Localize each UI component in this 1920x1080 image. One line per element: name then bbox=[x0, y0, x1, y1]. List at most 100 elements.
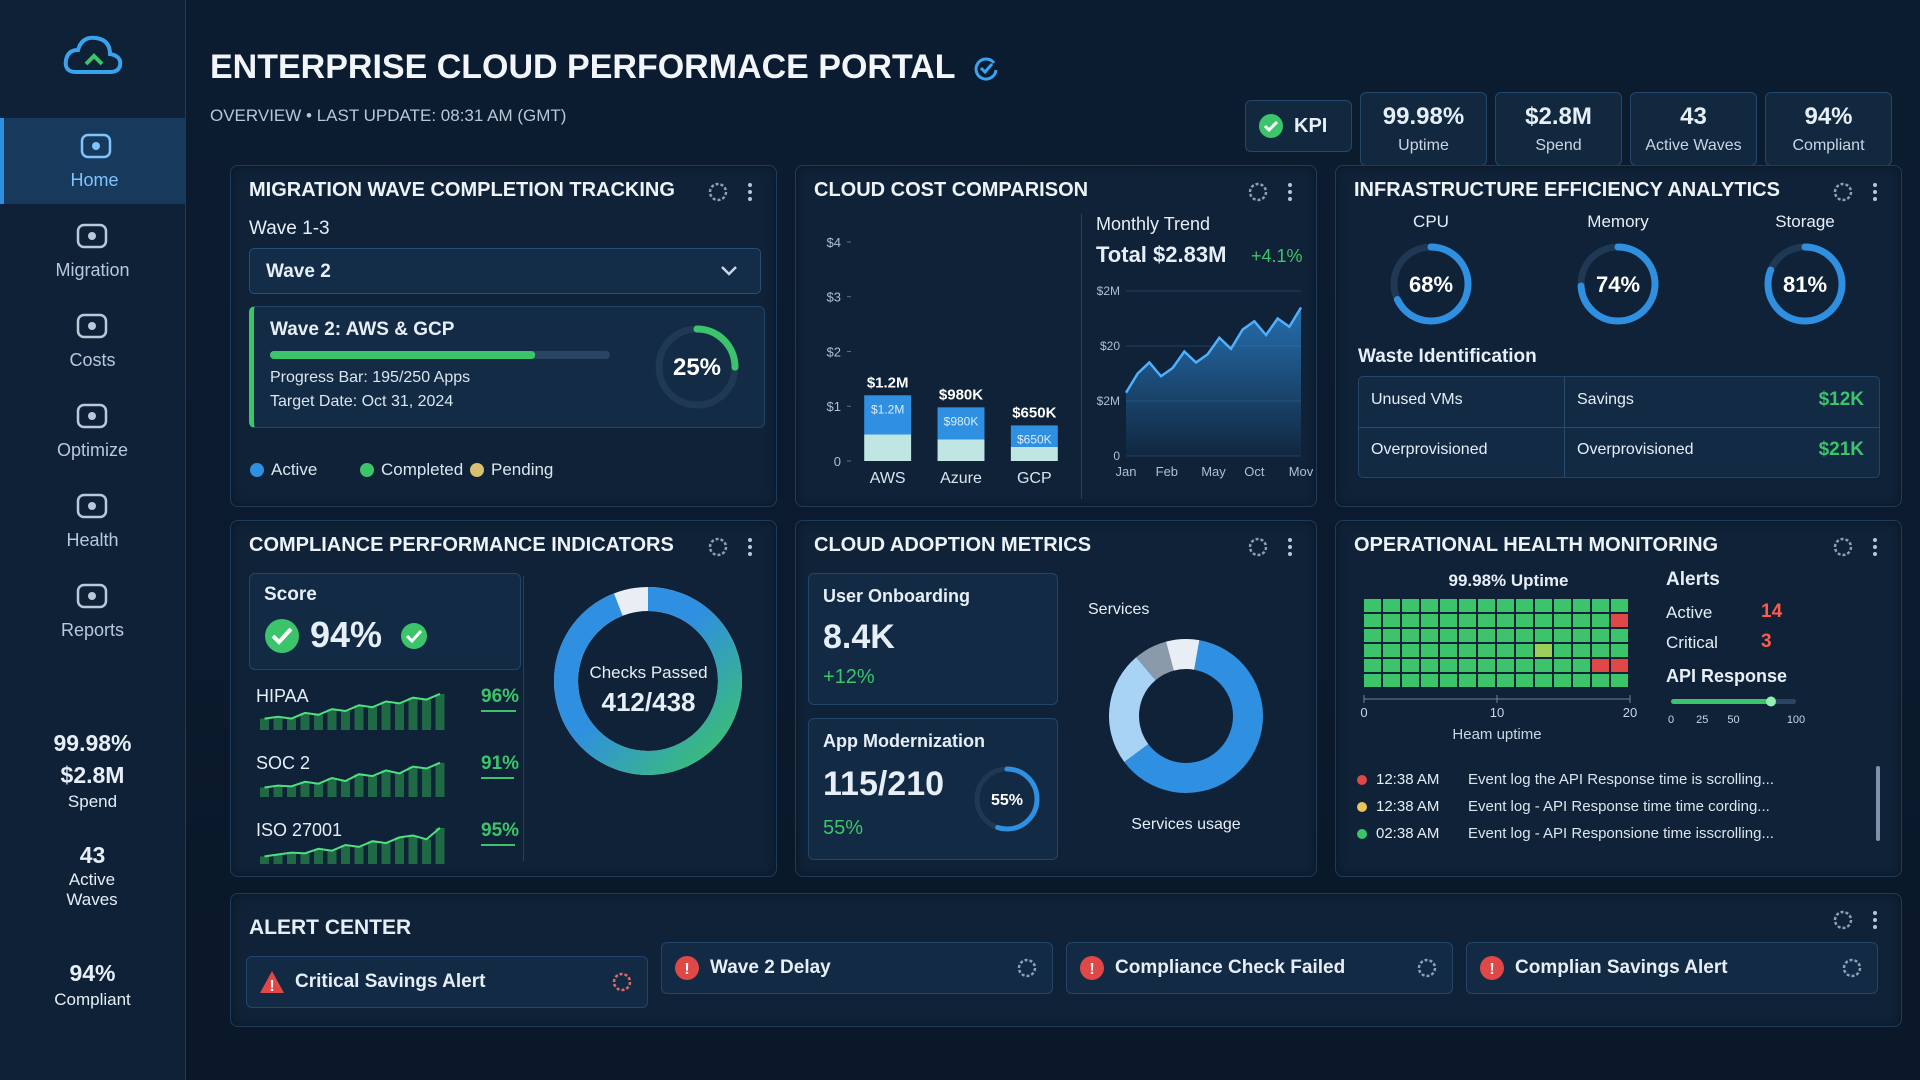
settings-icon[interactable] bbox=[1833, 182, 1853, 202]
spark-bar bbox=[354, 774, 364, 797]
menu-dot[interactable] bbox=[1288, 538, 1292, 542]
settings-icon[interactable] bbox=[1248, 182, 1268, 202]
menu-dot[interactable] bbox=[748, 197, 752, 201]
spark-line bbox=[264, 761, 441, 789]
alert-card[interactable]: ! Complian Savings Alert bbox=[1466, 942, 1878, 994]
heatmap-cell bbox=[1383, 629, 1400, 642]
heatmap-cell bbox=[1573, 674, 1590, 687]
metric-label: App Modernization bbox=[823, 731, 985, 751]
settings-icon[interactable] bbox=[612, 972, 632, 992]
menu-dot[interactable] bbox=[1873, 911, 1877, 915]
waste-amount: $12K bbox=[1818, 389, 1864, 410]
nav-item[interactable]: Migration bbox=[0, 208, 185, 294]
completion-label: 25% bbox=[673, 354, 721, 381]
spark-bar bbox=[287, 852, 296, 864]
logo bbox=[63, 35, 123, 74]
heatmap-cell bbox=[1383, 599, 1400, 612]
nav-item[interactable]: Optimize bbox=[0, 388, 185, 474]
nav-item[interactable]: Health bbox=[0, 478, 185, 564]
settings-icon[interactable] bbox=[1833, 910, 1853, 930]
bar-inner-label: $980K bbox=[944, 414, 979, 428]
gauge-label: 74% bbox=[1596, 272, 1640, 297]
heatmap-cell bbox=[1554, 659, 1571, 672]
nav-item[interactable]: Reports bbox=[0, 568, 185, 654]
kpi-value: 94% bbox=[1804, 103, 1853, 130]
wave-dropdown[interactable]: Wave 2 bbox=[249, 248, 761, 294]
settings-icon[interactable] bbox=[1248, 537, 1268, 557]
menu-dot[interactable] bbox=[1288, 197, 1292, 201]
spark-bar bbox=[422, 839, 431, 864]
checks-label: Checks Passed bbox=[589, 663, 708, 682]
panel-title: CLOUD ADOPTION METRICS bbox=[814, 534, 1092, 556]
menu-dot[interactable] bbox=[1288, 545, 1292, 549]
progress-label: Progress Bar: 195/250 Apps bbox=[270, 369, 471, 386]
kpi-badge[interactable]: KPI bbox=[1245, 100, 1352, 152]
menu-dot[interactable] bbox=[1873, 197, 1877, 201]
menu-dot[interactable] bbox=[748, 183, 752, 187]
nav-icon bbox=[76, 403, 108, 429]
menu-dot[interactable] bbox=[1288, 183, 1292, 187]
settings-icon[interactable] bbox=[1417, 958, 1437, 978]
menu-dot[interactable] bbox=[1873, 918, 1877, 922]
spark-bar bbox=[368, 841, 377, 864]
menu-dot[interactable] bbox=[748, 545, 752, 549]
spark-bar bbox=[381, 843, 391, 864]
settings-icon[interactable] bbox=[1017, 958, 1037, 978]
adoption-panel: CLOUD ADOPTION METRICS User Onboarding 8.4… bbox=[795, 520, 1317, 877]
heatmap-cell bbox=[1478, 614, 1495, 627]
spark-bar bbox=[408, 835, 418, 864]
heatmap-cell bbox=[1421, 659, 1438, 672]
event-text: Event log the API Response time is scrol… bbox=[1468, 771, 1774, 788]
heatmap-cell bbox=[1364, 629, 1381, 642]
legend-swatch bbox=[360, 463, 374, 477]
divider bbox=[1081, 214, 1082, 499]
settings-icon[interactable] bbox=[708, 182, 728, 202]
alert-card[interactable]: ! Compliance Check Failed bbox=[1066, 942, 1453, 994]
heatmap-cell bbox=[1383, 674, 1400, 687]
menu-dot[interactable] bbox=[1873, 183, 1877, 187]
y-tick-label: $2 bbox=[827, 344, 841, 359]
kpi-label: Compliant bbox=[1792, 137, 1865, 154]
alert-card[interactable]: ! Critical Savings Alert bbox=[246, 956, 648, 1008]
menu-dot[interactable] bbox=[1873, 538, 1877, 542]
alert-card[interactable]: ! Wave 2 Delay bbox=[661, 942, 1053, 994]
menu-dot[interactable] bbox=[748, 190, 752, 194]
panel-tools bbox=[1248, 537, 1292, 557]
heatmap-cell bbox=[1478, 674, 1495, 687]
heatmap-cell bbox=[1364, 614, 1381, 627]
menu-dot[interactable] bbox=[1873, 552, 1877, 556]
spark-bar bbox=[273, 854, 283, 864]
nav-label: Reports bbox=[60, 620, 125, 640]
standard-score-mark bbox=[481, 844, 516, 846]
title-row: ENTERPRISE CLOUD PERFORMACE PORTAL bbox=[210, 48, 1000, 87]
refresh-icon[interactable] bbox=[972, 54, 1000, 82]
legend-dot bbox=[470, 463, 484, 477]
heatmap-cell bbox=[1573, 644, 1590, 657]
settings-icon[interactable] bbox=[1833, 537, 1853, 557]
menu-dot[interactable] bbox=[1873, 925, 1877, 929]
menu-dot[interactable] bbox=[1288, 552, 1292, 556]
spark-bar bbox=[395, 703, 404, 730]
waste-table: Unused VMs Savings $12K Overprovisioned Over… bbox=[1358, 376, 1880, 478]
icon-glyph: ! bbox=[1489, 961, 1494, 978]
heatmap-cell bbox=[1611, 599, 1628, 612]
ring-arc bbox=[1390, 243, 1472, 325]
panel-title: INFRASTRUCTURE EFFICIENCY ANALYTICS bbox=[1354, 179, 1780, 201]
nav-item[interactable]: Home bbox=[0, 118, 185, 204]
alert-action bbox=[1417, 958, 1437, 978]
menu-dot[interactable] bbox=[748, 552, 752, 556]
heatmap-cell bbox=[1440, 629, 1457, 642]
x-tick-label: Mov bbox=[1289, 464, 1314, 479]
heatmap-cell bbox=[1516, 614, 1533, 627]
menu-dot[interactable] bbox=[748, 538, 752, 542]
menu-dot[interactable] bbox=[1288, 190, 1292, 194]
menu-dot[interactable] bbox=[1873, 190, 1877, 194]
settings-icon[interactable] bbox=[708, 537, 728, 557]
sidebar-stat: 43 bbox=[79, 842, 106, 868]
nav-item[interactable]: Costs bbox=[0, 298, 185, 384]
dropdown-value: Wave 2 bbox=[266, 261, 331, 282]
event-text: Event log - API Responsione time isscrol… bbox=[1468, 825, 1774, 842]
settings-icon[interactable] bbox=[1842, 958, 1862, 978]
heatmap-cell bbox=[1440, 659, 1457, 672]
menu-dot[interactable] bbox=[1873, 545, 1877, 549]
